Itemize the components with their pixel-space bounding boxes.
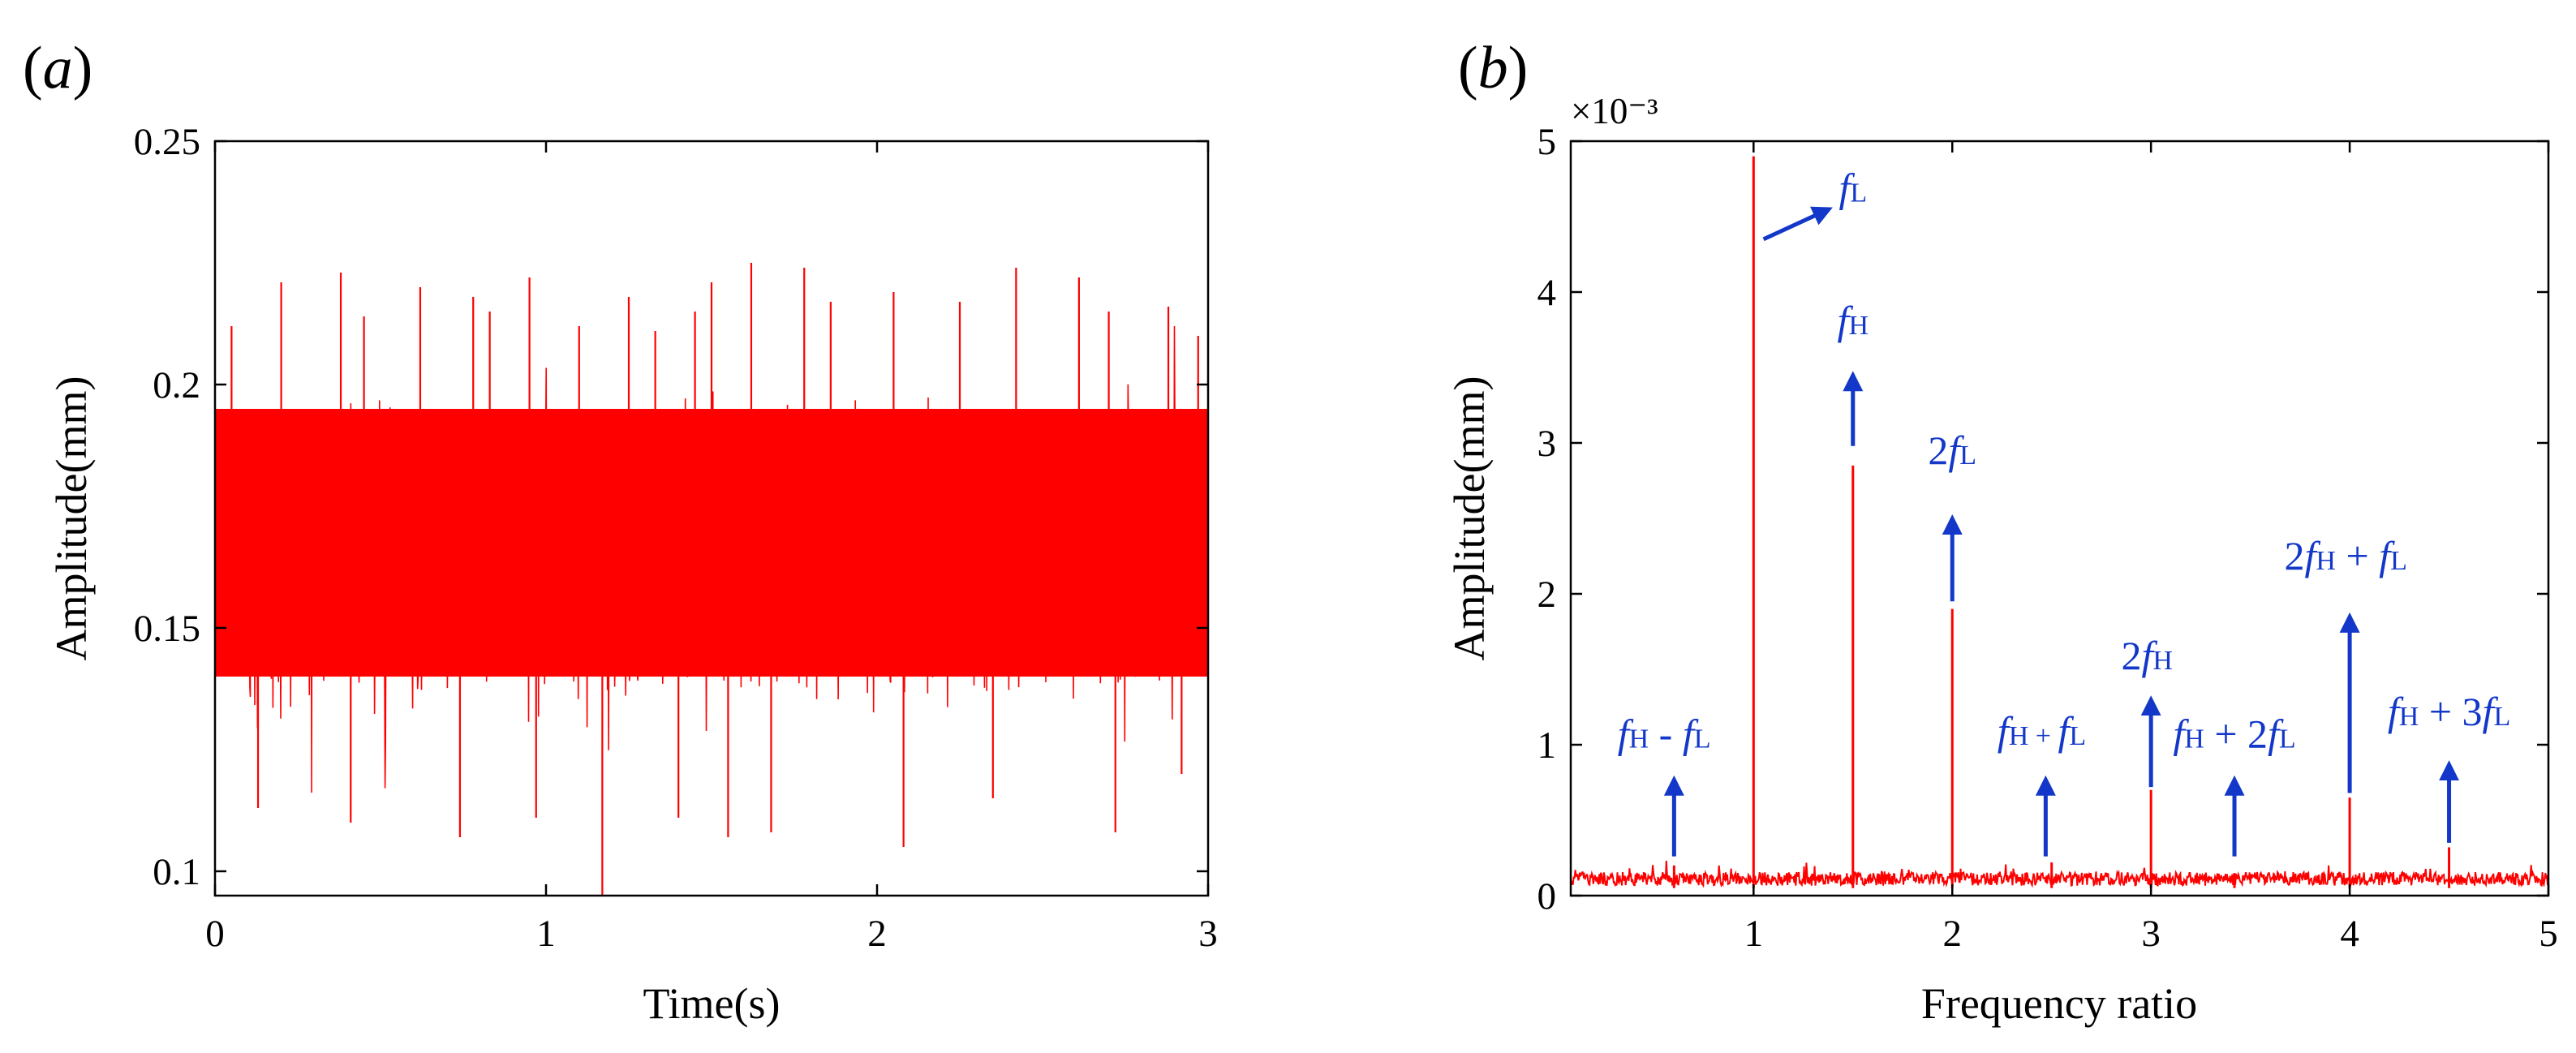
signal-trace bbox=[215, 325, 1208, 793]
y-tick-label: 0.2 bbox=[153, 364, 200, 406]
y-tick-label: 1 bbox=[1537, 724, 1557, 767]
x-tick-label: 2 bbox=[1942, 913, 1962, 955]
panel-b-series bbox=[1571, 156, 2548, 888]
x-tick-label: 5 bbox=[2539, 913, 2558, 955]
y-tick-label: 0.25 bbox=[134, 121, 200, 163]
x-tick-label: 4 bbox=[2340, 913, 2359, 955]
panel-b-chart: (b) ×10⁻³ 1 2 3 4 5 0 1 2 3 4 5 fL fH 2fL fH - fL fH … bbox=[1445, 35, 2558, 1028]
annotation-label-2fH: 2fH bbox=[2122, 633, 2173, 678]
x-tick-label: 0 bbox=[205, 913, 225, 955]
y-tick-label: 0.15 bbox=[134, 608, 200, 650]
annotation-label-2fL: 2fL bbox=[1928, 428, 1976, 473]
panel-a-chart: (a) 0 1 2 3 0.1 0.15 0.2 0.25 Time(s) Amplitud… bbox=[23, 35, 1218, 1028]
x-tick-label: 3 bbox=[1198, 913, 1218, 955]
panel-a-label: (a) bbox=[23, 35, 92, 101]
y-tick-label: 5 bbox=[1537, 121, 1557, 163]
panel-a-series bbox=[215, 263, 1208, 896]
panel-b-x-label: Frequency ratio bbox=[1921, 979, 2197, 1028]
annotation-label-fL: fL bbox=[1838, 165, 1867, 210]
y-tick-label: 3 bbox=[1537, 423, 1557, 465]
panel-b-x-axis: 1 2 3 4 5 bbox=[1744, 141, 2558, 955]
x-tick-label: 3 bbox=[2141, 913, 2161, 955]
annotation-label-fH+3fL: fH + 3fL bbox=[2388, 689, 2510, 734]
panel-a-x-axis: 0 1 2 3 bbox=[205, 141, 1218, 955]
spectrum-noise bbox=[1571, 861, 2548, 888]
panel-a-plot-frame bbox=[213, 140, 1210, 897]
y-tick-label: 0.1 bbox=[153, 851, 200, 893]
panel-b-y-label: Amplitude(mm) bbox=[1445, 376, 1494, 661]
y-tick-label: 4 bbox=[1537, 272, 1557, 314]
panel-b-plot-frame bbox=[1569, 140, 2550, 897]
panel-b-label: (b) bbox=[1458, 35, 1528, 101]
annotation-label-fH: fH bbox=[1838, 298, 1869, 343]
annotation-arrow-fL bbox=[1762, 206, 1833, 242]
x-tick-label: 2 bbox=[867, 913, 887, 955]
annotation-label-2fH+fL: 2fH + fL bbox=[2285, 533, 2407, 578]
panel-a-y-label: Amplitude(mm) bbox=[47, 376, 96, 661]
panel-a-x-label: Time(s) bbox=[643, 979, 780, 1028]
annotation-label-fH+fL: fH + fL bbox=[1998, 708, 2086, 754]
panel-a-y-axis: 0.1 0.15 0.2 0.25 bbox=[134, 121, 1208, 893]
panel-b-y-axis: 0 1 2 3 4 5 bbox=[1537, 121, 2548, 918]
y-tick-label: 2 bbox=[1537, 574, 1557, 616]
annotation-label-fH+2fL: fH + 2fL bbox=[2173, 711, 2295, 757]
annotation-label-fH-fL: fH - fL bbox=[1618, 711, 1711, 757]
x-tick-label: 1 bbox=[1744, 913, 1764, 955]
x-tick-label: 1 bbox=[536, 913, 556, 955]
panel-b-exponent: ×10⁻³ bbox=[1571, 91, 1658, 131]
y-tick-label: 0 bbox=[1537, 875, 1557, 918]
